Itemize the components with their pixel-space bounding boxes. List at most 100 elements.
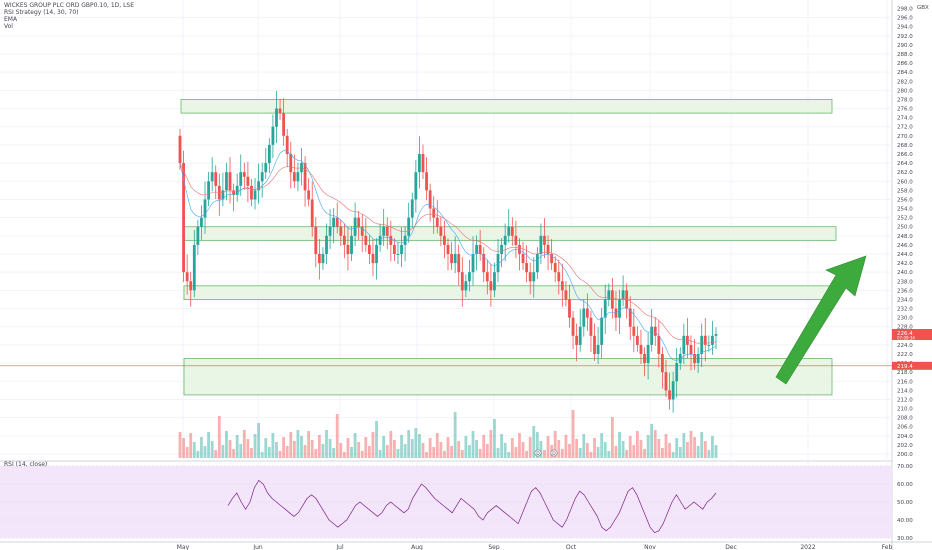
candle-body — [307, 190, 311, 200]
price-tick-label: 274.0 — [897, 116, 913, 122]
price-tick-label: 216.0 — [897, 379, 913, 385]
volume-bar — [525, 451, 529, 458]
legend-symbol[interactable]: WICKES GROUP PLC ORD GBP0.10, 1D, LSE — [4, 2, 135, 9]
volume-bar — [189, 433, 193, 458]
time-tick-label: Nov — [644, 544, 656, 550]
candle-body — [475, 244, 478, 254]
candle-body — [200, 217, 203, 227]
volume-bar — [439, 442, 443, 458]
candle-body — [178, 135, 182, 164]
candle-body — [671, 381, 675, 400]
candle-body — [596, 344, 600, 354]
candle-body — [385, 226, 389, 236]
candle-body — [457, 254, 461, 273]
volume-bar — [307, 431, 311, 458]
candle-body — [360, 226, 364, 236]
volume-bar — [678, 447, 682, 458]
volume-bar — [664, 434, 668, 458]
volume-bar — [607, 451, 611, 458]
candle-body — [621, 290, 625, 300]
legend-strategy[interactable]: RSI Strategy (14, 30, 70) — [4, 9, 79, 16]
candle-body — [603, 299, 607, 318]
volume-bar — [661, 448, 664, 458]
volume-bar — [543, 450, 546, 458]
candle-body — [393, 244, 396, 254]
rsi-tick-label: 60.00 — [897, 482, 913, 488]
volume-bar — [653, 430, 657, 458]
candle-body — [664, 372, 668, 391]
price-tick-label: 236.0 — [897, 288, 913, 294]
candle-body — [289, 154, 293, 173]
candle-body — [410, 199, 414, 218]
price-tick-label: 244.0 — [897, 252, 913, 258]
candle-body — [578, 326, 582, 345]
volume-bar — [289, 432, 293, 458]
volume-bar — [393, 440, 396, 458]
candle-body — [432, 208, 436, 218]
candle-body — [325, 235, 328, 254]
price-tick-label: 282.0 — [897, 79, 913, 85]
volume-bar — [182, 438, 185, 458]
price-tick-label: 262.0 — [897, 170, 913, 176]
candle-body — [600, 317, 604, 345]
volume-bar — [693, 437, 696, 458]
volume-bar — [650, 424, 654, 458]
candle-body — [510, 226, 514, 236]
candle-body — [353, 217, 357, 236]
rsi-title[interactable]: RSI (14, close) — [4, 461, 48, 468]
price-tick-label: 222.0 — [897, 352, 913, 358]
volume-bar — [689, 431, 693, 458]
candle-body — [468, 272, 471, 282]
volume-bar — [214, 450, 218, 458]
volume-bar — [317, 435, 321, 458]
volume-bar — [257, 423, 261, 458]
volume-bar — [668, 443, 671, 458]
rsi-line — [227, 479, 717, 534]
volume-bar — [460, 450, 464, 458]
time-tick-label: Oct — [566, 544, 577, 550]
price-tick-label: 284.0 — [897, 70, 913, 76]
candle-body — [257, 181, 261, 191]
volume-bar — [471, 431, 475, 458]
candle-body — [185, 272, 189, 282]
legend-ema[interactable]: EMA — [4, 16, 18, 23]
volume-bar — [414, 428, 418, 458]
candle-body — [375, 244, 378, 264]
rsi-tick-label: 30.00 — [897, 536, 913, 542]
candle-body — [521, 254, 525, 264]
volume-bar — [389, 431, 393, 458]
rsi-tick-label: 40.00 — [897, 518, 913, 524]
candle-body — [342, 235, 346, 245]
chart-legend: WICKES GROUP PLC ORD GBP0.10, 1D, LSE RS… — [4, 2, 134, 30]
volume-bar — [357, 442, 361, 458]
rsi-tick-label: 50.00 — [897, 500, 913, 506]
price-tick-label: 280.0 — [897, 88, 913, 94]
candle-body — [207, 181, 210, 200]
candle-body — [182, 163, 185, 273]
candle-body — [650, 326, 654, 345]
candle-body — [382, 226, 386, 236]
legend-vol[interactable]: Vol — [4, 23, 13, 30]
candle-body — [714, 334, 718, 336]
candle-body — [235, 185, 239, 195]
candle-body — [328, 226, 332, 236]
volume-bar — [382, 436, 386, 458]
candle-body — [367, 244, 371, 254]
candle-body — [686, 335, 689, 345]
price-tick-label: 292.0 — [897, 34, 913, 40]
volume-bar — [696, 446, 700, 458]
candle-body — [389, 235, 393, 245]
candle-body — [446, 244, 450, 254]
candle-body — [632, 326, 636, 336]
candle-body — [661, 354, 664, 373]
candle-body — [267, 144, 271, 164]
candle-body — [403, 235, 407, 245]
candle-body — [653, 326, 657, 336]
candle-body — [678, 354, 682, 364]
candle-body — [482, 254, 486, 273]
candle-body — [332, 217, 336, 227]
candle-body — [275, 108, 278, 127]
candle-body — [532, 272, 536, 282]
candle-body — [232, 190, 235, 195]
